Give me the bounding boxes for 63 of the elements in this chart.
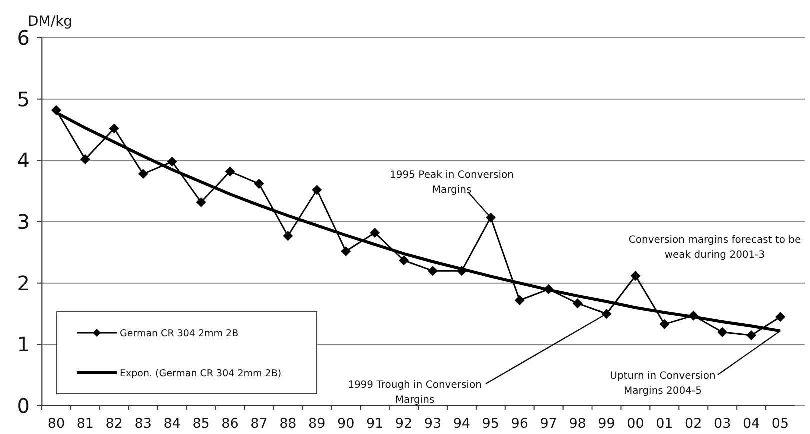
- x-tick-label: 03: [714, 416, 732, 432]
- x-tick-label: 84: [164, 416, 181, 432]
- y-tick-label: 2: [17, 271, 30, 296]
- y-tick-label: 6: [17, 26, 30, 50]
- x-tick-label: 90: [338, 416, 355, 432]
- x-tick-label: 81: [76, 416, 94, 432]
- x-tick-label: 83: [134, 416, 152, 432]
- x-tick-label: 00: [627, 416, 644, 432]
- point: [312, 185, 322, 196]
- x-tick-label: 98: [569, 416, 586, 432]
- point: [51, 105, 62, 116]
- point: [660, 319, 670, 330]
- point: [602, 309, 612, 319]
- point: [514, 296, 525, 306]
- x-tick-label: 99: [598, 416, 616, 432]
- x-tick-label: 80: [48, 416, 66, 432]
- x-tick-label: 87: [250, 416, 268, 432]
- x-tick-label: 86: [222, 416, 239, 432]
- point: [630, 270, 641, 281]
- annotation: 1995 Peak in Conversion Margins: [390, 170, 514, 196]
- annotation: 1999 Trough in Conversion Margins: [348, 380, 482, 406]
- y-tick-label: 5: [17, 87, 30, 112]
- point: [486, 212, 496, 223]
- point: [399, 256, 410, 266]
- x-tick-label: 89: [308, 416, 326, 432]
- y-tick-label: 3: [17, 210, 30, 234]
- x-tick-label: 88: [280, 416, 297, 432]
- x-tick-label: 93: [424, 416, 442, 432]
- x-tick-label: 04: [742, 416, 760, 432]
- point: [254, 178, 264, 189]
- point: [572, 298, 583, 309]
- point: [138, 169, 148, 180]
- legend-label: German CR 304 2mm 2B: [120, 328, 239, 340]
- point: [341, 246, 352, 256]
- point: [196, 197, 206, 208]
- point: [167, 156, 178, 167]
- y-tick-label: 1: [17, 332, 30, 357]
- legend-label: Expon. (German CR 304 2mm 2B): [120, 368, 282, 380]
- x-tick-label: 02: [685, 416, 702, 432]
- x-tick-label: 91: [366, 416, 384, 432]
- point: [109, 124, 120, 134]
- point: [718, 327, 728, 338]
- y-axis-title: DM/kg: [28, 14, 73, 30]
- x-tick-label: 05: [772, 416, 790, 432]
- x-tick-label: 95: [482, 416, 500, 432]
- y-tick-label: 0: [17, 394, 30, 418]
- point: [80, 154, 90, 164]
- x-tick-label: 96: [511, 416, 528, 432]
- point: [283, 231, 294, 242]
- x-tick-label: 85: [192, 416, 210, 432]
- point: [370, 228, 380, 238]
- y-tick-label: 4: [17, 148, 30, 173]
- x-tick-label: 94: [453, 416, 471, 432]
- point: [746, 330, 757, 340]
- annotation: Conversion margins forecast to be weak during 2001-3: [628, 235, 802, 261]
- point: [225, 166, 236, 177]
- point: [428, 266, 438, 276]
- annotation: Upturn in Conversion Margins 2004-5: [610, 371, 716, 397]
- point: [776, 312, 786, 322]
- x-tick-label: 92: [395, 416, 413, 432]
- x-tick-label: 82: [106, 416, 123, 432]
- x-tick-label: 01: [656, 416, 674, 432]
- x-tick-label: 97: [540, 416, 558, 432]
